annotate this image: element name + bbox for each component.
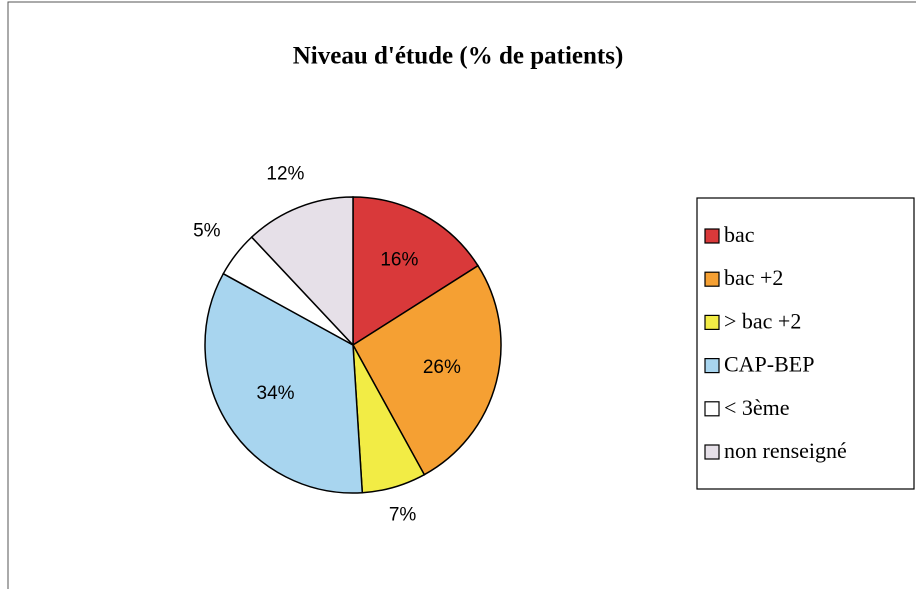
- legend-swatch: [704, 228, 720, 244]
- legend-label: CAP-BEP: [724, 352, 814, 377]
- legend-label: non renseigné: [724, 438, 847, 463]
- data-label: 12%: [266, 163, 304, 184]
- legend-swatch: [704, 358, 720, 374]
- legend-swatch: [704, 271, 720, 287]
- legend-swatch: [704, 401, 720, 417]
- pie-slice: [250, 196, 354, 347]
- legend-label: bac: [724, 222, 755, 247]
- data-label: 5%: [193, 221, 221, 242]
- legend-box: [696, 197, 915, 490]
- data-label: 16%: [380, 250, 418, 271]
- pie-slice: [352, 264, 502, 476]
- data-label: 34%: [257, 383, 295, 404]
- pie-slice: [352, 196, 479, 347]
- data-label: 7%: [389, 505, 417, 526]
- data-label: 26%: [423, 357, 461, 378]
- legend-swatch: [704, 314, 720, 330]
- chart-frame: [7, 1, 916, 589]
- legend-label: < 3ème: [724, 395, 790, 420]
- legend-swatch: [704, 444, 720, 460]
- chart-title: Niveau d'étude (% de patients): [293, 43, 624, 70]
- legend-label: bac +2: [724, 265, 783, 290]
- legend-label: > bac +2: [724, 308, 801, 333]
